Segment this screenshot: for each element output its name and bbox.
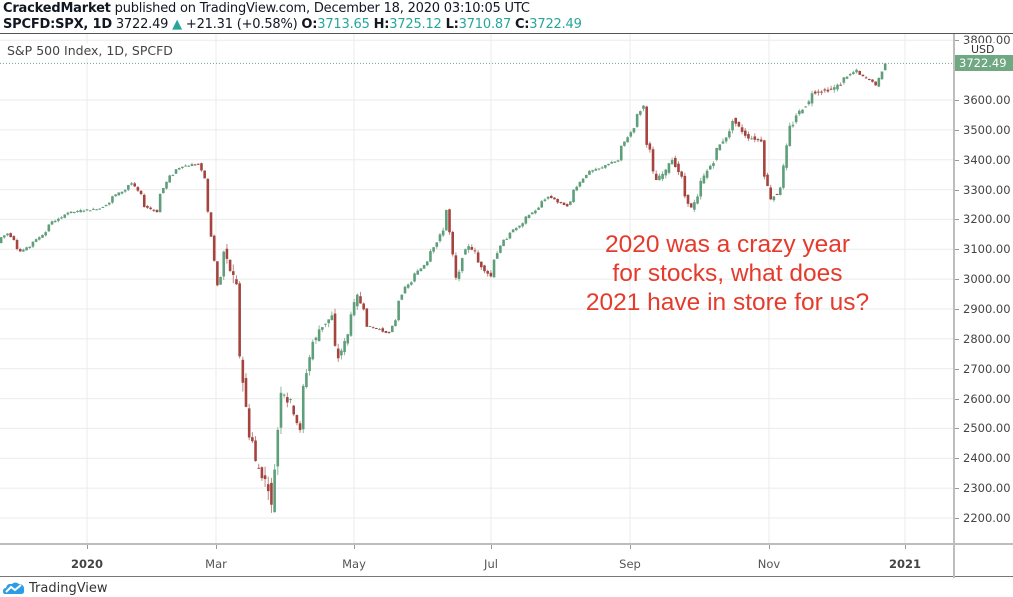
price-tick — [955, 458, 959, 460]
price-label: 3200.00 — [963, 212, 1011, 227]
close-label: C: — [514, 17, 530, 32]
price-label: 3100.00 — [963, 242, 1011, 257]
up-arrow-icon: ▲ — [172, 17, 182, 32]
open-label: O: — [301, 17, 318, 32]
time-tick — [491, 545, 492, 549]
price-label: 3500.00 — [963, 122, 1011, 137]
time-tick — [87, 545, 88, 549]
time-tick — [769, 545, 770, 549]
price-label: 2200.00 — [963, 510, 1011, 525]
price-axis[interactable]: 3800.00 3600.00 3500.00 3400.00 3300.00 3200.… — [953, 33, 1013, 543]
tradingview-logo[interactable]: TradingView — [3, 580, 108, 596]
price-label: 2300.00 — [963, 481, 1011, 496]
axis-corner — [953, 543, 1013, 578]
last-price-tag: 3722.49 — [955, 55, 1013, 72]
price-tick — [955, 249, 959, 251]
open-value: 3713.65 — [317, 17, 370, 32]
time-axis[interactable]: 2020 Mar May Jul Sep Nov 2021 — [0, 543, 953, 578]
plot-area[interactable]: S&P 500 Index, 1D, SPCFD — [0, 34, 953, 543]
time-label: 2021 — [888, 557, 922, 571]
time-label: May — [342, 557, 366, 571]
price-label: 2700.00 — [963, 361, 1011, 376]
time-label: Nov — [757, 557, 781, 571]
currency-label: USD — [967, 43, 999, 56]
price-tick — [955, 219, 959, 221]
time-label: Mar — [205, 557, 227, 571]
price-tick — [955, 308, 959, 310]
price-tick — [955, 338, 959, 340]
annotation-line-2: for stocks, what does — [612, 260, 843, 287]
time-tick — [216, 545, 217, 549]
price-label: 2800.00 — [963, 331, 1011, 346]
price-label: 3400.00 — [963, 152, 1011, 167]
time-tick — [354, 545, 355, 549]
price-tick — [955, 189, 959, 191]
price-label: 3600.00 — [963, 93, 1011, 107]
price-tick — [955, 428, 959, 430]
low-label: L: — [445, 17, 459, 32]
brand-name: TradingView — [29, 580, 108, 596]
time-tick — [905, 545, 906, 549]
price-label: 2500.00 — [963, 421, 1011, 436]
publish-info: CrackedMarket published on TradingView.c… — [3, 1, 530, 16]
time-tick — [630, 545, 631, 549]
price-tick — [955, 368, 959, 370]
candlestick-chart — [0, 34, 953, 543]
price-tick — [955, 129, 959, 131]
high-value: 3725.12 — [389, 17, 442, 32]
author-name: CrackedMarket — [3, 1, 111, 16]
annotation-line-3: 2021 have in store for us? — [585, 289, 870, 316]
time-label: Jul — [484, 557, 498, 571]
price-label: 2900.00 — [963, 301, 1011, 316]
chart-legend: S&P 500 Index, 1D, SPCFD — [7, 43, 173, 58]
last-price: 3722.49 — [115, 17, 169, 32]
price-tick — [955, 517, 959, 519]
annotation-line-1: 2020 was a crazy year — [604, 231, 851, 258]
low-value: 3710.87 — [458, 17, 512, 32]
price-tick — [955, 40, 959, 42]
published-text: published on TradingView.com, December 1… — [114, 1, 530, 16]
price-label: 3000.00 — [963, 272, 1011, 287]
price-change: +21.31 (+0.58%) — [185, 17, 298, 32]
price-label: 3300.00 — [963, 182, 1011, 197]
tradingview-cloud-icon — [3, 582, 25, 594]
price-tick — [955, 100, 959, 101]
symbol-info: SPCFD:SPX, 1D 3722.49 ▲ +21.31 (+0.58%) … — [3, 17, 582, 32]
symbol: SPCFD:SPX, 1D — [3, 17, 112, 32]
price-tick — [955, 159, 959, 161]
price-label: 2600.00 — [963, 391, 1011, 406]
time-label: 2020 — [70, 557, 104, 571]
price-label: 2400.00 — [963, 451, 1011, 466]
price-tick — [955, 398, 959, 400]
annotation-text: 2020 was a crazy year for stocks, what d… — [575, 230, 880, 317]
time-label: Sep — [619, 557, 641, 571]
price-tick — [955, 279, 959, 281]
price-tick — [955, 488, 959, 490]
close-value: 3722.49 — [529, 17, 582, 32]
high-label: H: — [373, 17, 390, 32]
chart-container[interactable]: S&P 500 Index, 1D, SPCFD 3800.00 3600.00 3… — [0, 33, 1013, 578]
